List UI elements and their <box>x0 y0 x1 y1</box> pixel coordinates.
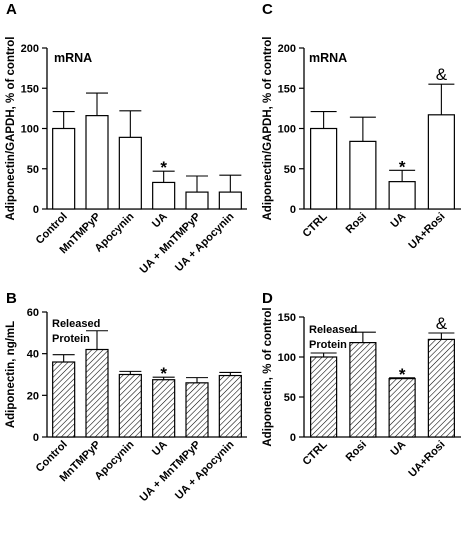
significance-marker: & <box>436 65 448 84</box>
bar <box>118 136 142 210</box>
x-tick-label: UA <box>150 439 170 459</box>
bar <box>185 382 209 438</box>
bar <box>388 378 416 438</box>
bar <box>152 181 176 210</box>
y-tick-label: 150 <box>278 83 296 95</box>
panel-annotation: mRNA <box>309 51 347 65</box>
y-tick-label: 50 <box>284 392 296 404</box>
x-tick-label: CTRL <box>301 210 330 239</box>
bar <box>349 140 377 210</box>
bar <box>85 115 109 210</box>
y-tick-label: 0 <box>33 432 39 444</box>
y-tick-label: 20 <box>27 390 39 402</box>
y-tick-label: 0 <box>290 204 296 216</box>
y-tick-label: 0 <box>33 204 39 216</box>
y-tick-label: 40 <box>27 349 39 361</box>
y-tick-label: 200 <box>21 43 39 55</box>
y-tick-label: 100 <box>278 352 296 364</box>
y-axis-label: Adiponectin/GAPDH, % of control <box>262 37 274 221</box>
x-tick-label: UA + MnTMPyP <box>138 439 203 504</box>
x-tick-label: UA+Rosi <box>406 211 447 252</box>
x-tick-label: Rosi <box>344 439 369 464</box>
significance-marker: * <box>160 158 167 177</box>
x-tick-label: UA + Apocynin <box>173 438 237 502</box>
panel-annotation: mRNA <box>54 51 92 65</box>
bar <box>218 191 242 210</box>
x-tick-label: CTRL <box>301 438 330 467</box>
panel-c: C 0 50 100 150 200 Adiponectin/GAPDH, % of con… <box>262 1 461 252</box>
significance-marker: & <box>436 314 448 333</box>
y-axis-label: Adiponectin, % of control <box>262 307 274 446</box>
y-tick-label: 0 <box>290 432 296 444</box>
bar <box>85 348 109 438</box>
x-tick-label: UA <box>389 439 409 459</box>
panel-b: B 0 20 40 60 Adiponectin, ng/mL Released Protei… <box>5 290 247 504</box>
significance-marker: * <box>399 157 406 176</box>
panel-d: D 0 50 100 150 Adiponectin, % of control Relea… <box>262 290 461 480</box>
y-tick-label: 50 <box>27 164 39 176</box>
y-tick-label: 200 <box>278 43 296 55</box>
y-tick-label: 50 <box>284 164 296 176</box>
bar <box>118 373 142 438</box>
significance-marker: * <box>160 364 167 383</box>
y-tick-label: 100 <box>278 124 296 136</box>
bar <box>52 361 76 438</box>
x-tick-label: Rosi <box>344 211 369 236</box>
panel-annotation: Released <box>309 324 357 336</box>
y-axis-label: Adiponectin/GAPDH, % of control <box>5 37 17 221</box>
bar <box>310 127 338 210</box>
bar <box>152 379 176 438</box>
bar <box>52 127 76 210</box>
panel-annotation: Protein <box>52 333 90 345</box>
x-tick-label: UA+Rosi <box>406 439 447 480</box>
x-tick-label: UA + MnTMPyP <box>138 211 203 276</box>
y-tick-label: 60 <box>27 307 39 319</box>
bar <box>388 181 416 210</box>
panel-letter: D <box>262 290 273 307</box>
y-tick-label: 150 <box>278 312 296 324</box>
x-tick-label: UA <box>389 211 409 231</box>
panel-a: A 0 50 100 150 200 Adiponectin/GAPDH, % of con… <box>5 1 247 276</box>
significance-marker: * <box>399 365 406 384</box>
bar <box>427 338 455 438</box>
panel-letter: A <box>6 1 17 18</box>
panel-annotation: Protein <box>309 339 347 351</box>
bar <box>185 191 209 210</box>
bar <box>310 356 338 438</box>
bar <box>427 114 455 210</box>
panel-letter: B <box>6 290 17 307</box>
y-axis-label: Adiponectin, ng/mL <box>5 321 17 428</box>
x-tick-label: UA + Apocynin <box>173 210 237 274</box>
y-tick-label: 150 <box>21 83 39 95</box>
bar <box>349 342 377 438</box>
panel-letter: C <box>262 1 273 18</box>
bar <box>218 374 242 438</box>
panel-annotation: Released <box>52 318 100 330</box>
y-tick-label: 100 <box>21 124 39 136</box>
x-tick-label: UA <box>150 211 170 231</box>
